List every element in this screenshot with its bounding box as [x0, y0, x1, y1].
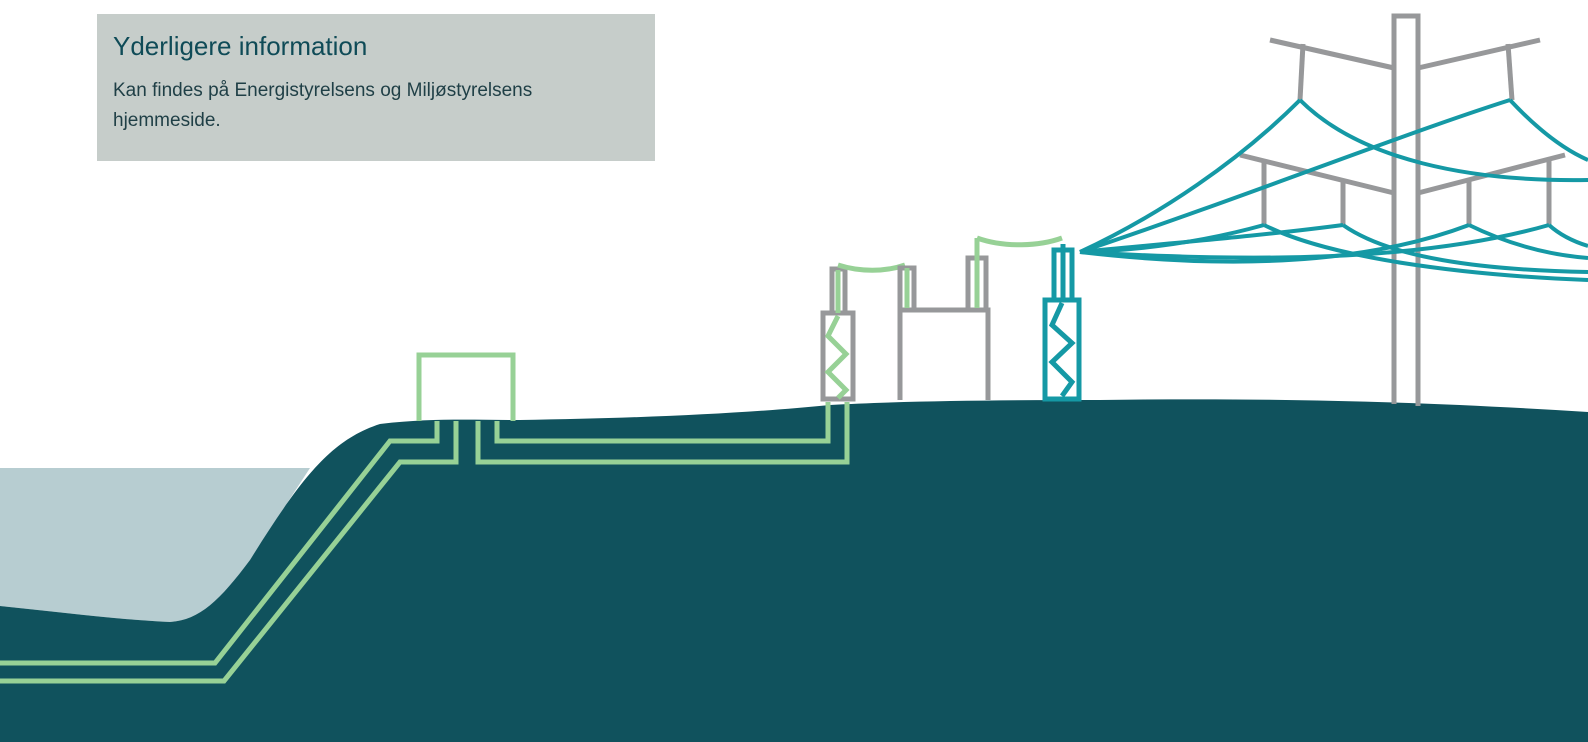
- info-box: Yderligere information Kan findes på Ene…: [97, 14, 655, 161]
- substation-icon: [820, 235, 1082, 402]
- land-area: [0, 399, 1588, 742]
- pylon-icon: [1239, 13, 1566, 406]
- overhead-line-icon: [1079, 98, 1588, 282]
- info-body: Kan findes på Energistyrelsens og Miljøs…: [113, 80, 533, 131]
- sea-area: [0, 468, 310, 622]
- cable-icon: [0, 402, 850, 684]
- offshore-station-icon: [416, 352, 516, 421]
- info-title: Yderligere information: [113, 31, 368, 61]
